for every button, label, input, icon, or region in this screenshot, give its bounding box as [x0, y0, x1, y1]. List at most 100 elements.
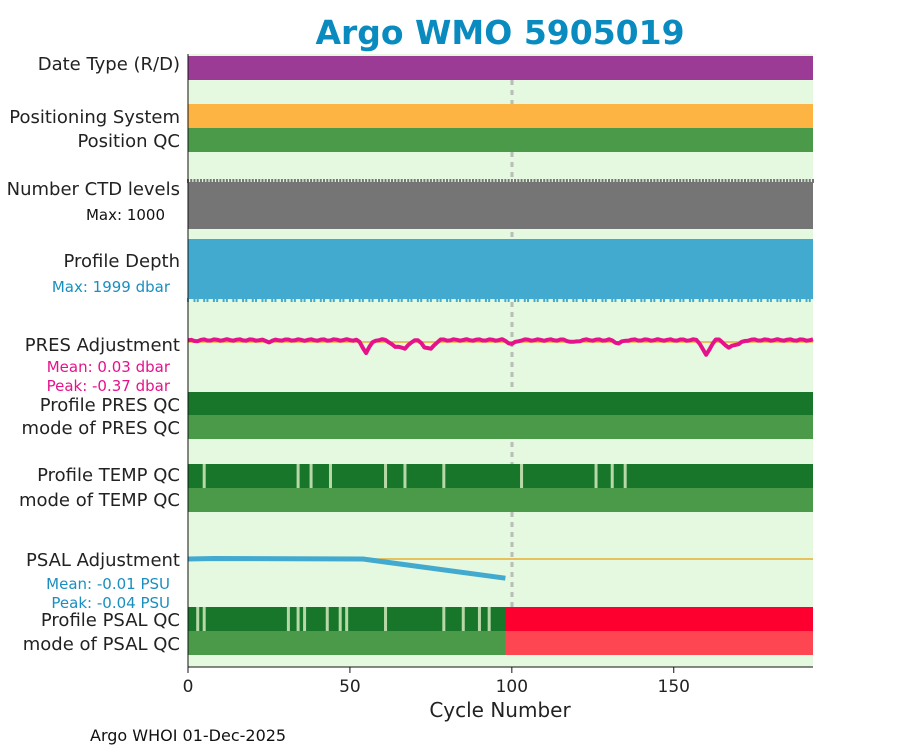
- ctd-level-mark: [342, 179, 345, 183]
- depth-mark: [620, 298, 623, 302]
- profile-psal-qc-bad-segment: [505, 607, 813, 631]
- ctd-level-mark: [491, 179, 494, 183]
- ctd-level-mark: [442, 179, 445, 183]
- depth-mark: [439, 298, 442, 302]
- ctd-level-mark: [277, 179, 280, 183]
- ctd-level-mark: [319, 179, 322, 183]
- depth-mark: [808, 298, 811, 302]
- depth-mark: [611, 298, 614, 302]
- ctd-level-mark: [685, 179, 688, 183]
- depth-mark: [329, 298, 332, 302]
- ctd-level-mark: [326, 179, 329, 183]
- profile-depth-bar: [188, 239, 813, 299]
- ctd-level-mark: [698, 179, 701, 183]
- ctd-level-mark: [484, 179, 487, 183]
- ctd-level-mark: [792, 179, 795, 183]
- x-axis-label: Cycle Number: [429, 698, 571, 722]
- ctd-level-mark: [410, 179, 413, 183]
- depth-mark: [391, 298, 394, 302]
- ctd-level-mark: [293, 179, 296, 183]
- depth-mark: [290, 298, 293, 302]
- depth-mark: [313, 298, 316, 302]
- ctd-level-mark: [604, 179, 607, 183]
- depth-mark: [245, 298, 248, 302]
- depth-mark: [465, 298, 468, 302]
- ctd-level-mark: [633, 179, 636, 183]
- x-tick-label: 50: [339, 677, 361, 697]
- depth-mark: [323, 298, 326, 302]
- depth-mark: [300, 298, 303, 302]
- ctd-level-mark: [245, 179, 248, 183]
- ctd-level-mark: [808, 179, 811, 183]
- ctd-level-mark: [251, 179, 254, 183]
- ctd-level-mark: [572, 179, 575, 183]
- depth-mark: [737, 298, 740, 302]
- depth-mark: [303, 298, 306, 302]
- depth-mark: [196, 298, 199, 302]
- ctd-level-mark: [222, 179, 225, 183]
- ctd-level-mark: [533, 179, 536, 183]
- depth-mark: [718, 298, 721, 302]
- ctd-level-mark: [335, 179, 338, 183]
- ctd-level-mark: [672, 179, 675, 183]
- date-type-label: Date Type (R/D): [38, 54, 180, 75]
- pres-adjustment-peak: Peak: -0.37 dbar: [47, 377, 171, 395]
- ctd-level-mark: [747, 179, 750, 183]
- ctd-level-mark: [274, 179, 277, 183]
- ctd-level-mark: [475, 179, 478, 183]
- ctd-level-mark: [313, 179, 316, 183]
- ctd-level-mark: [232, 179, 235, 183]
- depth-mark: [352, 298, 355, 302]
- depth-mark: [446, 298, 449, 302]
- psal-qc-flag: [296, 607, 300, 631]
- depth-mark: [429, 298, 432, 302]
- ctd-level-mark: [653, 179, 656, 183]
- depth-mark: [630, 298, 633, 302]
- depth-mark: [527, 298, 530, 302]
- depth-mark: [468, 298, 471, 302]
- ctd-level-mark: [569, 179, 572, 183]
- ctd-level-mark: [190, 179, 193, 183]
- pres-adjustment-label: PRES Adjustment: [25, 335, 180, 356]
- temp-qc-flag: [403, 464, 407, 488]
- ctd-level-mark: [517, 179, 520, 183]
- ctd-level-mark: [682, 179, 685, 183]
- depth-mark: [747, 298, 750, 302]
- x-tick-label: 150: [658, 677, 690, 697]
- depth-mark: [310, 298, 313, 302]
- ctd-level-mark: [316, 179, 319, 183]
- depth-mark: [601, 298, 604, 302]
- depth-mark: [614, 298, 617, 302]
- ctd-level-mark: [614, 179, 617, 183]
- positioning-system-label: Positioning System: [9, 107, 180, 128]
- depth-mark: [371, 298, 374, 302]
- ctd-level-mark: [310, 179, 313, 183]
- depth-mark: [426, 298, 429, 302]
- mode-temp-qc-bar: [188, 488, 813, 512]
- mode-psal-qc-label: mode of PSAL QC: [23, 634, 180, 655]
- ctd-level-mark: [659, 179, 662, 183]
- ctd-level-mark: [497, 179, 500, 183]
- ctd-level-mark: [679, 179, 682, 183]
- depth-mark: [455, 298, 458, 302]
- depth-mark: [659, 298, 662, 302]
- depth-mark: [653, 298, 656, 302]
- ctd-level-mark: [329, 179, 332, 183]
- depth-mark: [795, 298, 798, 302]
- ctd-level-mark: [692, 179, 695, 183]
- psal-qc-flag: [477, 607, 481, 631]
- depth-mark: [688, 298, 691, 302]
- ctd-level-mark: [488, 179, 491, 183]
- profile-depth-bottom-ticks: [187, 298, 811, 302]
- profile-temp-qc-label: Profile TEMP QC: [37, 465, 180, 486]
- ctd-level-mark: [306, 179, 309, 183]
- date-type-bar: [188, 56, 813, 80]
- ctd-level-mark: [371, 179, 374, 183]
- depth-mark: [533, 298, 536, 302]
- ctd-level-mark: [323, 179, 326, 183]
- depth-mark: [235, 298, 238, 302]
- ctd-level-mark: [348, 179, 351, 183]
- ctd-level-mark: [640, 179, 643, 183]
- ctd-level-mark: [229, 179, 232, 183]
- ctd-level-mark: [267, 179, 270, 183]
